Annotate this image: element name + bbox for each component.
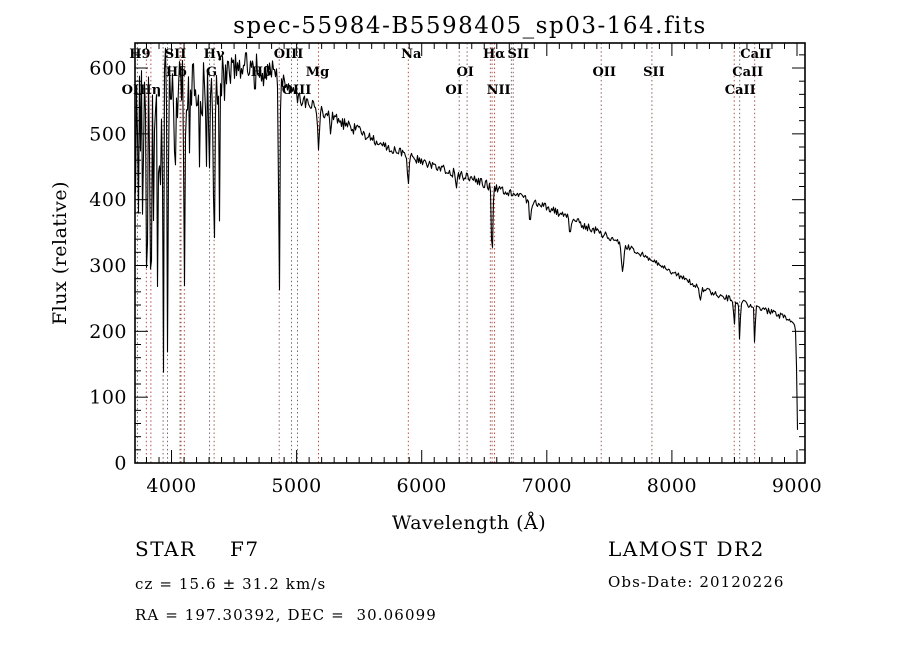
- x-tick-label: 7000: [522, 475, 572, 497]
- x-tick-label: 4000: [146, 475, 196, 497]
- plot-frame-and-ticks: [134, 42, 806, 464]
- y-tick-label: 500: [89, 123, 127, 145]
- line-label: CaII: [732, 65, 763, 80]
- line-label: OI: [445, 83, 462, 98]
- y-tick-label: 0: [114, 453, 127, 475]
- spectrum-trace: [134, 47, 799, 430]
- y-tick-label: 200: [89, 321, 127, 343]
- footer-annotations: STAR F7 cz = 15.6 ± 31.2 km/s RA = 197.3…: [135, 537, 785, 624]
- x-tick-label: 5000: [271, 475, 321, 497]
- x-tick-label: 8000: [647, 475, 697, 497]
- x-tick-label: 6000: [397, 475, 447, 497]
- cz-value-label: cz = 15.6 ± 31.2 km/s: [135, 575, 326, 593]
- line-label: SII: [165, 47, 187, 62]
- x-tick-label: 9000: [772, 475, 822, 497]
- plot-title: spec-55984-B5598405_sp03-164.fits: [233, 13, 707, 39]
- object-class-label: STAR: [135, 537, 196, 561]
- y-tick-label: 600: [89, 58, 127, 80]
- line-label: SII: [508, 47, 530, 62]
- line-label: G: [206, 65, 217, 80]
- obs-date-label: Obs-Date: 20120226: [608, 573, 785, 591]
- line-label: Na: [401, 47, 422, 62]
- x-axis-title: Wavelength (Å): [392, 512, 546, 534]
- spectral-line-markers: [136, 43, 756, 463]
- ra-dec-label: RA = 197.30392, DEC = 30.06099: [135, 606, 437, 624]
- line-label: CaII: [725, 83, 756, 98]
- y-tick-label: 300: [89, 255, 127, 277]
- axis-tick-labels: 4000 5000 6000 7000 8000 9000 0 100 200 300 400 500…: [89, 58, 822, 498]
- plot-frame: [134, 42, 806, 464]
- line-label: CaII: [740, 47, 771, 62]
- line-label: SII: [643, 65, 665, 80]
- line-label: NII: [487, 83, 511, 98]
- line-label: Hγ: [204, 47, 225, 62]
- line-label: Mg: [306, 65, 329, 80]
- line-label: OII: [592, 65, 616, 80]
- line-label: OIII: [274, 47, 304, 62]
- y-tick-label: 100: [89, 387, 127, 409]
- line-label: Hη: [139, 83, 161, 98]
- line-label: OI: [456, 65, 473, 80]
- line-label: Hα: [483, 47, 505, 62]
- y-axis-title: Flux (relative): [49, 181, 71, 325]
- y-tick-label: 400: [89, 189, 127, 211]
- object-subclass-label: F7: [230, 537, 260, 561]
- survey-label: LAMOST DR2: [608, 537, 765, 561]
